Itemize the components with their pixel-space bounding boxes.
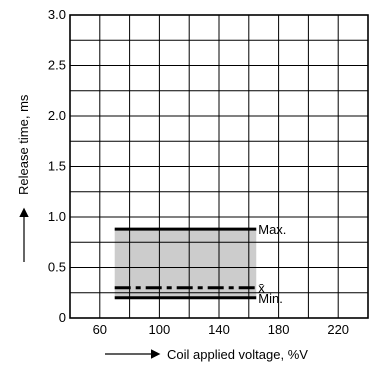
x-axis-label: Coil applied voltage, %V xyxy=(167,347,308,362)
y-tick-label: 1.0 xyxy=(48,209,66,224)
plot-frame xyxy=(69,14,369,319)
x-tick-label: 60 xyxy=(93,322,107,337)
y-axis-label: Release time, ms xyxy=(16,94,31,195)
y-tick-label: 0.5 xyxy=(48,260,66,275)
min-line-label: Min. xyxy=(258,291,283,306)
mean-line-label: x̄ xyxy=(258,281,265,296)
y-tick-label: 3.0 xyxy=(48,7,66,22)
y-tick-label: 1.5 xyxy=(48,159,66,174)
y-tick-label: 2.5 xyxy=(48,58,66,73)
x-tick-label: 180 xyxy=(268,322,290,337)
max-line-label: Max. xyxy=(258,222,286,237)
y-tick-label: 0 xyxy=(59,310,66,325)
x-tick-label: 220 xyxy=(327,322,349,337)
x-tick-label: 100 xyxy=(149,322,171,337)
y-tick-label: 2.0 xyxy=(48,108,66,123)
x-tick-label: 140 xyxy=(208,322,230,337)
